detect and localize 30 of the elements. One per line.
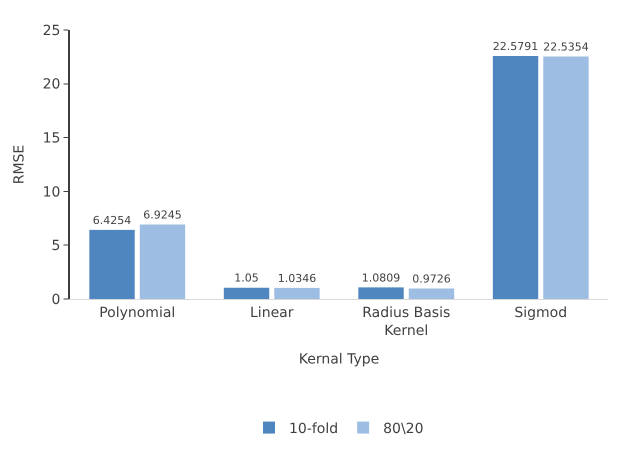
legend-label: 80\20	[383, 421, 424, 438]
y-tick-label: 10	[42, 184, 60, 200]
y-tick-label: 20	[42, 76, 60, 93]
bar	[543, 56, 589, 299]
y-tick-label: 5	[52, 238, 60, 254]
data-label: 1.0346	[278, 272, 316, 285]
bar	[358, 287, 404, 299]
bar	[89, 230, 135, 299]
legend-label: 10-fold	[289, 421, 338, 438]
data-label: 6.4254	[92, 214, 132, 227]
bar	[408, 288, 454, 299]
bar	[224, 288, 270, 299]
bar	[140, 224, 186, 299]
y-axis-title: RMSE	[12, 144, 28, 184]
x-tick-label: Sigmod	[514, 304, 568, 321]
data-label: 6.9245	[143, 208, 182, 222]
x-tick-label: Linear	[250, 304, 294, 321]
bar	[492, 56, 538, 299]
y-tick-label: 0	[52, 292, 60, 308]
data-label: 0.9726	[412, 272, 451, 286]
y-tick-label: 15	[42, 130, 60, 146]
data-label: 22.5791	[492, 40, 538, 54]
x-axis-title: Kernal Type	[298, 351, 380, 368]
data-label: 1.05	[234, 272, 259, 285]
data-label: 1.0809	[362, 271, 400, 284]
data-label: 22.5354	[543, 40, 589, 54]
x-tick-label: Radius Basis Kernel	[362, 304, 450, 339]
x-tick-label: Polynomial	[99, 304, 176, 321]
y-tick-label: 25	[42, 22, 60, 39]
bar	[274, 288, 320, 299]
